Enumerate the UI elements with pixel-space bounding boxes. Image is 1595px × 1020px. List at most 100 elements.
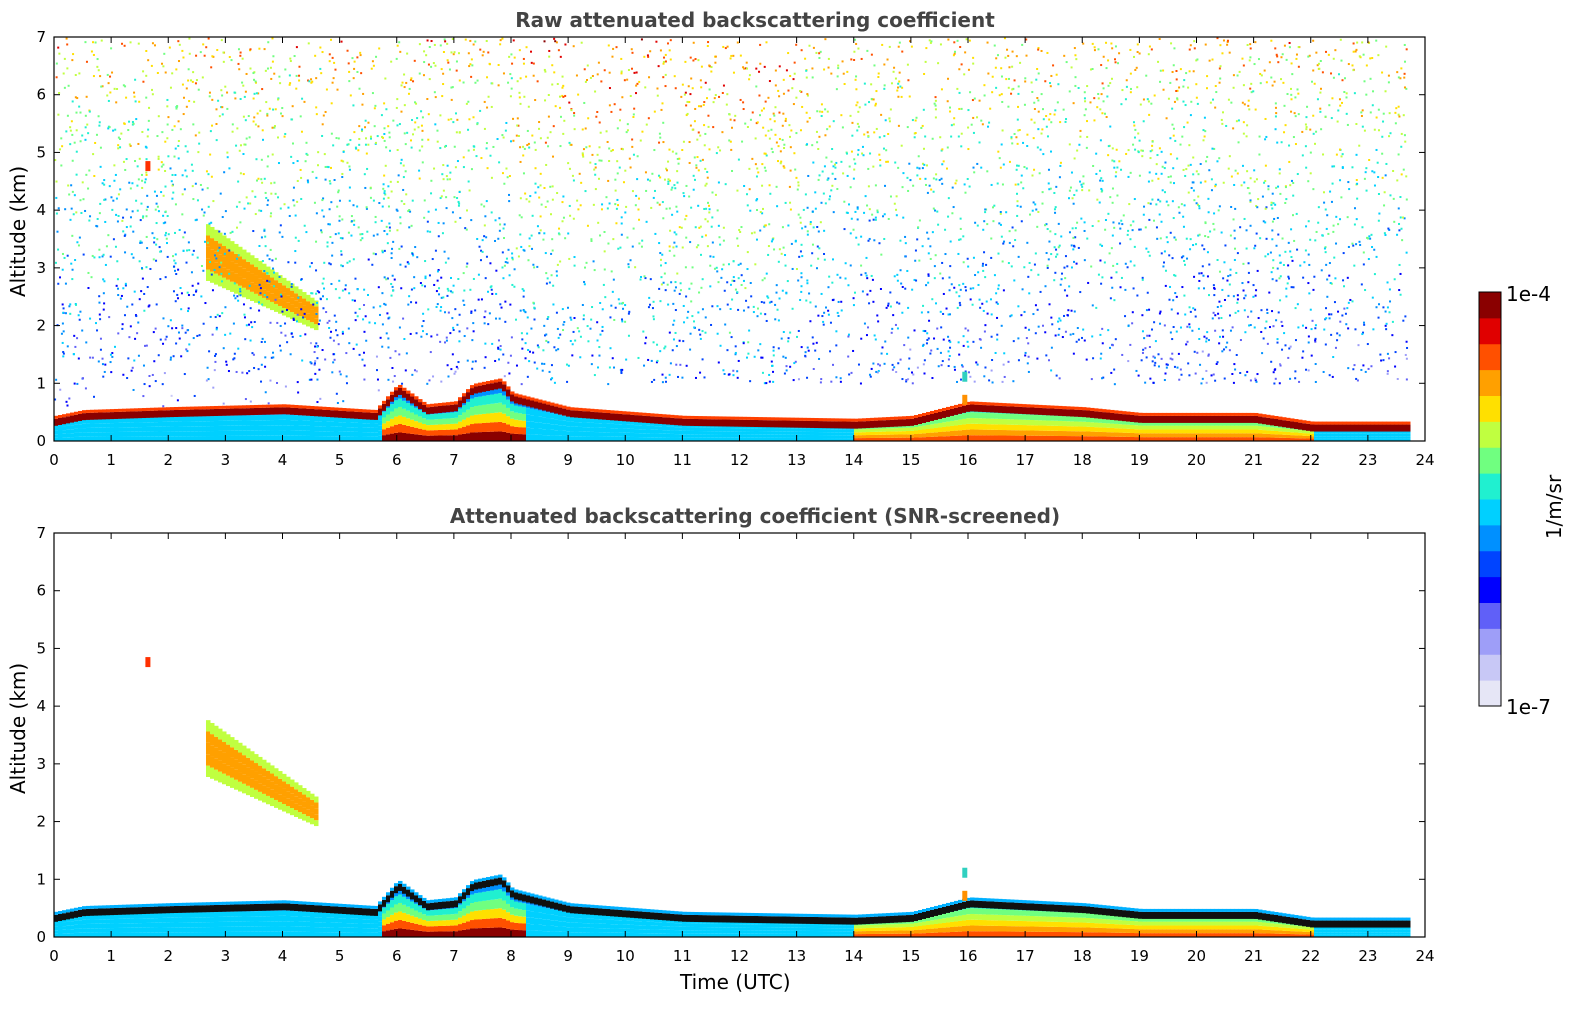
layer-top-band-cell: [206, 409, 211, 417]
noise-dot: [483, 235, 486, 238]
layer-top-band-cell: [178, 409, 183, 417]
noise-dot: [1315, 130, 1318, 133]
noise-dot: [692, 188, 695, 191]
noise-dot: [223, 232, 226, 235]
noise-dot: [194, 82, 197, 85]
layer-top-edge-cell: [422, 401, 427, 405]
boundary-layer-cell: [818, 435, 823, 439]
noise-dot: [88, 109, 91, 112]
layer-top-edge-cell: [1014, 403, 1019, 407]
noise-dot: [765, 41, 768, 44]
noise-dot: [1008, 230, 1011, 233]
noise-dot: [966, 340, 969, 343]
layer-top-band-cell: [786, 420, 791, 428]
noise-dot: [605, 130, 608, 133]
noise-dot: [702, 103, 705, 106]
layer-top-edge-cell: [74, 411, 79, 415]
noise-dot: [218, 230, 221, 233]
cloud-cell: [302, 298, 307, 306]
noise-dot: [708, 148, 711, 151]
boundary-layer-cell: [378, 420, 383, 426]
noise-dot: [211, 124, 214, 127]
boundary-layer-cell: [702, 434, 707, 438]
layer-top-band-cell: [718, 419, 723, 427]
noise-dot: [645, 220, 648, 223]
boundary-layer-cell: [214, 435, 219, 441]
boundary-layer-cell: [442, 429, 447, 436]
noise-dot: [695, 164, 698, 167]
noise-dot: [889, 108, 892, 111]
noise-dot: [1365, 64, 1368, 67]
boundary-layer-cell: [1166, 437, 1171, 441]
boundary-layer-cell: [926, 432, 931, 437]
boundary-layer-cell: [622, 428, 627, 433]
boundary-layer-cell: [330, 436, 335, 441]
noise-dot: [622, 307, 625, 310]
noise-dot: [1274, 377, 1277, 380]
noise-dot: [1352, 42, 1355, 45]
noise-dot: [421, 138, 424, 141]
noise-dot: [407, 92, 410, 95]
layer-top-band-cell: [1238, 415, 1243, 423]
cloud-cell: [310, 303, 315, 310]
noise-dot: [689, 348, 692, 351]
boundary-layer-cell: [1226, 429, 1231, 434]
boundary-layer-cell: [1066, 416, 1071, 422]
noise-dot: [806, 346, 809, 349]
noise-dot: [321, 51, 324, 54]
noise-dot: [1232, 74, 1235, 77]
layer-top-band-cell: [1270, 418, 1275, 426]
boundary-layer-cell: [650, 429, 655, 434]
noise-dot: [241, 57, 244, 60]
noise-dot: [485, 142, 488, 145]
boundary-layer-cell: [254, 420, 259, 426]
layer-top-edge-cell: [218, 405, 223, 409]
noise-dot: [777, 347, 780, 350]
noise-dot: [411, 199, 414, 202]
noise-dot: [522, 172, 525, 175]
layer-top-band-cell: [1002, 406, 1007, 414]
boundary-layer-cell: [466, 401, 471, 410]
boundary-layer-cell: [466, 409, 471, 418]
noise-dot: [866, 131, 869, 134]
noise-dot: [887, 217, 890, 220]
noise-dot: [75, 150, 78, 153]
boundary-layer-cell: [1402, 436, 1407, 439]
boundary-layer-cell: [1150, 433, 1155, 438]
layer-top-band-cell: [934, 412, 939, 420]
layer-top-edge-cell: [282, 404, 287, 408]
noise-dot: [129, 187, 132, 190]
layer-top-edge-cell: [326, 407, 331, 411]
noise-dot: [1180, 373, 1183, 376]
cloud-cell: [298, 302, 303, 310]
noise-dot: [797, 378, 800, 381]
boundary-layer-cell: [170, 426, 175, 432]
noise-dot: [1346, 123, 1349, 126]
boundary-layer-cell: [1070, 426, 1075, 432]
noise-dot: [747, 306, 750, 309]
noise-dot: [117, 214, 120, 217]
noise-dot: [526, 332, 529, 335]
noise-dot: [1203, 287, 1206, 290]
noise-dot: [1099, 179, 1102, 182]
boundary-layer-cell: [1130, 428, 1135, 433]
boundary-layer-cell: [690, 424, 695, 428]
noise-dot: [1291, 73, 1294, 76]
boundary-layer-cell: [210, 416, 215, 422]
noise-dot: [752, 305, 755, 308]
boundary-layer-cell: [1022, 414, 1027, 420]
layer-top-band-cell: [122, 411, 127, 419]
layer-top-edge-cell: [286, 404, 291, 408]
boundary-layer-cell: [982, 429, 987, 436]
noise-dot: [867, 239, 870, 242]
noise-dot: [1196, 203, 1199, 206]
boundary-layer-cell: [190, 421, 195, 427]
layer-top-edge-cell: [1322, 421, 1327, 425]
layer-top-band-cell: [914, 418, 919, 426]
noise-dot: [106, 73, 109, 76]
boundary-layer-cell: [150, 431, 155, 437]
noise-dot: [77, 357, 80, 360]
boundary-layer-cell: [338, 436, 343, 441]
boundary-layer-cell: [830, 432, 835, 436]
noise-dot: [1347, 181, 1350, 184]
